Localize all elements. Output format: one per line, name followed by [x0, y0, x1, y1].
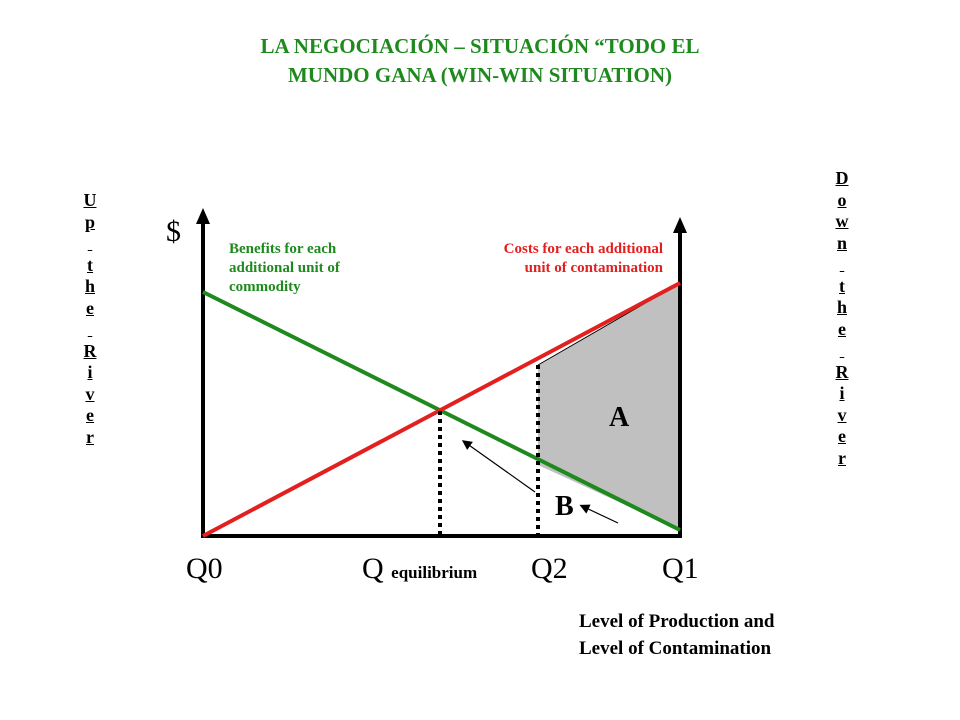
tick-q-equilibrium-main: Q	[362, 552, 384, 585]
up-the-river-letter: R	[83, 340, 97, 361]
down-the-river-letter: w	[835, 211, 849, 231]
down-the-river-letter: t	[839, 275, 845, 296]
down-the-river-letter: o	[837, 189, 847, 210]
up-the-river-letter: i	[87, 362, 93, 382]
benefit-label-line-1: Benefits for each	[229, 241, 337, 257]
up-the-river-letter: p	[84, 211, 95, 232]
down-the-river-letter: e	[838, 426, 846, 446]
y-axis-left-arrowhead	[196, 208, 210, 224]
down-the-river-letter: r	[838, 447, 846, 468]
arrow-to-equilibrium	[461, 440, 536, 493]
down-the-river-letter: D	[835, 168, 849, 188]
cost-line	[202, 281, 681, 538]
up-the-river-letter: h	[84, 276, 95, 296]
cost-label-line-2: unit of contamination	[524, 260, 663, 276]
up-the-river-letter: e	[86, 297, 94, 318]
tick-q-equilibrium-sub: equilibrium	[391, 563, 478, 582]
down-the-river-letter: h	[836, 297, 847, 317]
x-axis-label-line-1: Level of Production and	[579, 611, 775, 632]
up-the-river-letter: t	[87, 254, 93, 275]
slide-title: LA NEGOCIACIÓN – SITUACIÓN “TODO EL MUND…	[0, 32, 960, 90]
area-a-label: A	[609, 402, 630, 433]
title-line-1: LA NEGOCIACIÓN – SITUACIÓN “TODO EL	[260, 34, 700, 58]
cost-label: Costs for each additional unit of contam…	[420, 240, 663, 278]
y-axis-dollar-label: $	[166, 215, 181, 248]
down-the-river-letter: n	[836, 232, 847, 253]
x-axis-label: Level of Production and Level of Contami…	[579, 608, 774, 662]
title-line-2: MUNDO GANA (WIN-WIN SITUATION)	[287, 63, 673, 87]
down-the-river-letter: e	[838, 318, 846, 339]
up-the-river-letter: v	[85, 383, 95, 404]
benefit-label-line-3: commodity	[229, 279, 301, 295]
benefit-label: Benefits for each additional unit of com…	[229, 240, 429, 297]
tick-q2: Q2	[531, 552, 568, 585]
down-the-river-letter: v	[837, 404, 847, 425]
tick-q-equilibrium: Q equilibrium	[362, 552, 477, 586]
cost-label-line-1: Costs for each additional	[503, 241, 663, 257]
tick-q0: Q0	[186, 552, 223, 585]
down-the-river-letter: i	[839, 383, 845, 403]
benefit-label-line-2: additional unit of	[229, 260, 340, 276]
up-the-river-letter: U	[83, 190, 97, 210]
up-the-river-letter: e	[86, 405, 94, 425]
x-axis-label-line-2: Level of Contamination	[579, 638, 772, 659]
arrow-to-b	[579, 504, 619, 524]
tick-q1: Q1	[662, 552, 699, 585]
up-the-river-letter: r	[86, 426, 94, 447]
area-b-label: B	[555, 491, 574, 522]
down-the-river-letter: R	[835, 361, 849, 382]
y-axis-right-arrowhead	[673, 217, 687, 233]
